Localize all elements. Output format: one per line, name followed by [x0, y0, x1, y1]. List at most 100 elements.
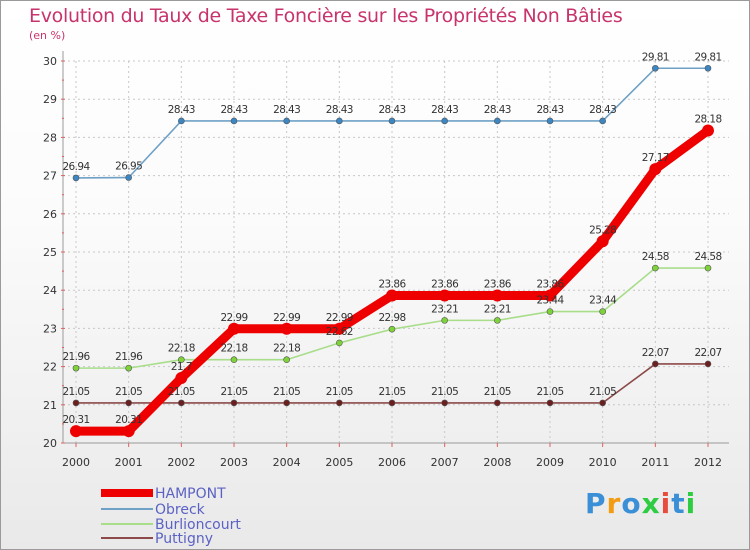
data-label: 21.05 — [431, 386, 458, 398]
data-point — [388, 325, 396, 333]
data-point — [230, 399, 238, 407]
data-label: 29.81 — [642, 51, 669, 63]
data-label: 21.96 — [115, 351, 143, 363]
x-tick-label: 2008 — [483, 456, 511, 469]
data-point — [388, 117, 396, 125]
x-tick-label: 2009 — [536, 456, 564, 469]
data-label: 26.95 — [115, 161, 142, 173]
x-tick-label: 2007 — [431, 456, 459, 469]
data-point — [336, 339, 343, 347]
data-point — [280, 322, 293, 335]
data-label: 21.96 — [62, 351, 90, 363]
y-tick-label: 29 — [43, 93, 57, 106]
data-label: 20.31 — [115, 414, 142, 426]
data-point — [649, 163, 662, 176]
y-tick-label: 20 — [43, 437, 57, 450]
y-tick-label: 24 — [43, 284, 57, 297]
data-point — [388, 399, 396, 407]
legend-label: Obreck — [155, 502, 206, 518]
data-label: 21.05 — [484, 386, 511, 398]
data-label: 23.86 — [378, 279, 406, 291]
data-point — [228, 322, 240, 335]
x-tick-label: 2005 — [325, 456, 353, 469]
data-point — [599, 399, 606, 407]
data-point — [178, 356, 185, 364]
data-label: 21.05 — [536, 386, 563, 398]
data-point — [652, 360, 659, 368]
data-point — [599, 308, 606, 315]
data-point — [230, 117, 238, 125]
y-tick-label: 26 — [43, 208, 57, 221]
data-point — [704, 64, 712, 72]
data-point — [72, 174, 80, 182]
data-point — [125, 399, 132, 407]
data-label: 28.43 — [378, 104, 405, 116]
data-label: 28.18 — [694, 114, 721, 126]
x-tick-label: 2000 — [62, 456, 90, 469]
data-label: 29.81 — [694, 51, 721, 63]
x-tick-label: 2001 — [115, 456, 143, 469]
data-label: 22.62 — [326, 326, 353, 338]
data-label: 22.18 — [220, 343, 247, 355]
data-label: 22.99 — [326, 312, 353, 324]
data-point — [491, 289, 504, 302]
data-point — [336, 399, 343, 407]
data-point — [702, 124, 714, 137]
data-label: 28.43 — [168, 104, 195, 116]
chart-title: Evolution du Taux de Taxe Foncière sur l… — [29, 5, 623, 27]
data-point — [125, 174, 132, 181]
data-point — [230, 356, 238, 364]
data-label: 23.86 — [536, 279, 564, 291]
y-tick-label: 22 — [43, 361, 57, 374]
logo-letter: o — [621, 487, 642, 520]
x-tick-label: 2011 — [641, 456, 669, 469]
data-label: 28.43 — [589, 104, 616, 116]
data-point — [125, 364, 132, 372]
logo-letter: P — [585, 487, 607, 520]
data-label: 21.05 — [115, 386, 142, 398]
data-label: 28.43 — [484, 104, 511, 116]
y-tick-label: 21 — [43, 399, 57, 412]
data-label: 22.98 — [378, 312, 405, 324]
x-tick-label: 2012 — [694, 456, 722, 469]
data-point — [283, 117, 290, 125]
data-point — [72, 364, 80, 372]
data-point — [175, 372, 188, 385]
data-label: 23.86 — [431, 279, 459, 291]
data-label: 22.18 — [273, 343, 300, 355]
data-point — [438, 289, 451, 302]
data-point — [283, 399, 290, 407]
data-point — [494, 399, 501, 407]
data-label: 21.05 — [168, 386, 195, 398]
data-point — [652, 264, 659, 272]
data-point — [546, 308, 554, 315]
data-label: 23.44 — [589, 295, 617, 307]
y-tick-label: 23 — [43, 322, 57, 335]
data-label: 22.99 — [220, 312, 247, 324]
legend-label: HAMPONT — [155, 486, 226, 502]
y-axis-unit: (en %) — [29, 29, 66, 42]
logo-letter: i — [685, 487, 697, 520]
data-label: 21.7 — [171, 361, 192, 373]
y-tick-label: 28 — [43, 131, 57, 144]
data-point — [704, 264, 712, 272]
data-point — [72, 399, 80, 407]
logo-letter: x — [641, 487, 661, 520]
data-label: 21.05 — [62, 386, 89, 398]
data-label: 23.44 — [536, 295, 564, 307]
x-tick-label: 2004 — [273, 456, 301, 469]
logo-letter: r — [606, 487, 622, 520]
data-label: 28.43 — [431, 104, 458, 116]
data-label: 28.43 — [273, 104, 300, 116]
x-tick-label: 2003 — [220, 456, 248, 469]
x-tick-label: 2006 — [378, 456, 406, 469]
data-label: 25.28 — [589, 224, 616, 236]
data-point — [336, 117, 343, 125]
data-point — [494, 117, 501, 125]
data-label: 21.05 — [589, 386, 616, 398]
data-label: 20.31 — [62, 414, 89, 426]
data-label: 24.58 — [642, 251, 669, 263]
data-label: 23.21 — [484, 303, 511, 315]
legend-label: Puttigny — [155, 531, 213, 547]
